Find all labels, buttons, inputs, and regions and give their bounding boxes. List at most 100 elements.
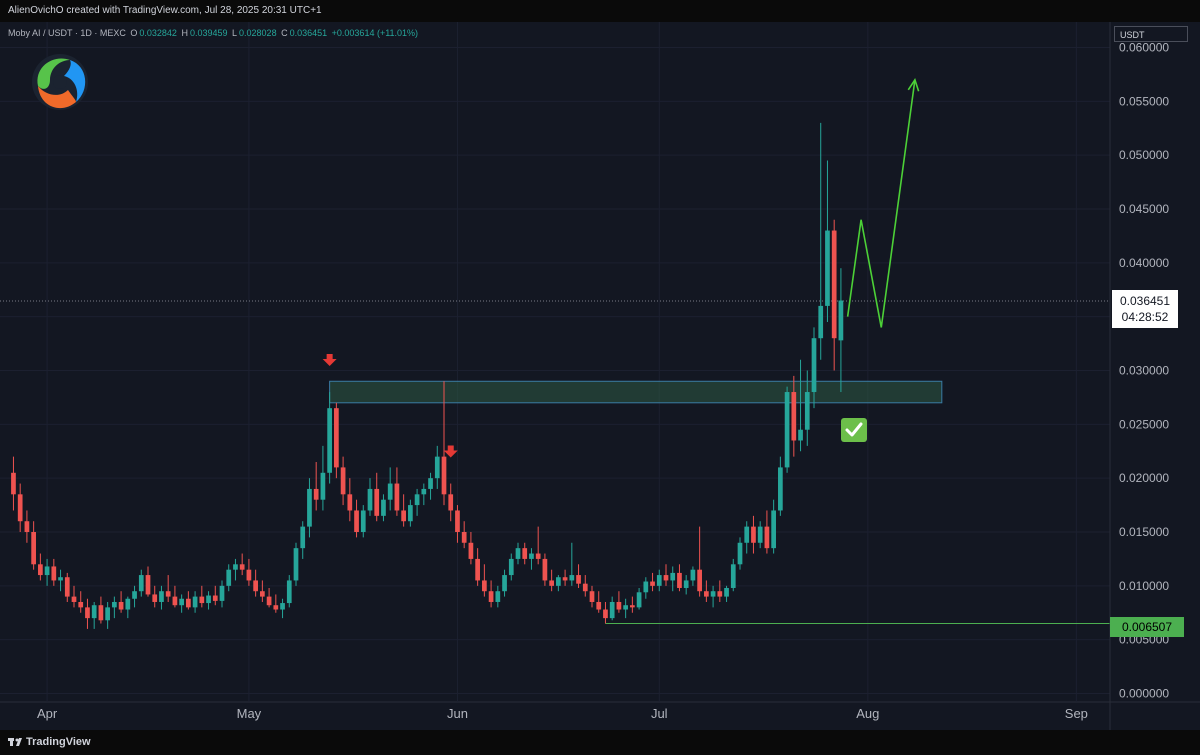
candle (690, 566, 696, 586)
candle-body (132, 591, 137, 599)
candle (145, 566, 151, 597)
candle-body (78, 601, 84, 608)
candle (784, 386, 790, 473)
price-axis[interactable]: 0.060000 0.055000 0.050000 0.045000 0.040000… (1119, 41, 1169, 701)
candle (569, 542, 575, 586)
candle (98, 596, 104, 624)
candle (293, 542, 299, 586)
candle-body (186, 598, 191, 608)
candle (152, 585, 158, 608)
chart-panel[interactable] (0, 22, 1200, 730)
author-credit: AlienOvichO created with TradingView.com… (8, 5, 322, 16)
price-tick-label: 0.040000 (1119, 256, 1169, 270)
open-value: 0.032842 (139, 28, 177, 38)
candle (31, 521, 36, 570)
candle (286, 575, 292, 608)
candle-body (562, 577, 568, 581)
candle-body (811, 338, 817, 393)
candle-body (764, 526, 770, 549)
candle (138, 569, 144, 597)
open-label: O (130, 28, 138, 38)
candle-body (784, 392, 790, 468)
candle-body (206, 595, 211, 604)
candle-body (455, 510, 460, 532)
candle-body (340, 467, 346, 495)
candle (576, 564, 581, 588)
candle-body (360, 510, 366, 532)
candle-body (414, 494, 420, 506)
time-tick-label: Jun (447, 706, 468, 721)
candle (91, 601, 97, 629)
candle (468, 532, 474, 565)
candle (522, 542, 528, 565)
tradingview-brand[interactable]: TradingView (8, 736, 91, 748)
candle-body (266, 596, 272, 606)
support-price-label: 0.006507 (1110, 617, 1184, 637)
candle (428, 472, 433, 500)
candle-body (771, 510, 776, 549)
candle (64, 572, 70, 602)
close-label: C (281, 28, 288, 38)
candle (266, 587, 272, 608)
candle-body (253, 580, 258, 592)
price-tick-label: 0.000000 (1119, 687, 1169, 701)
candle-body (710, 591, 716, 597)
candle (44, 558, 50, 586)
candle-body (51, 566, 57, 581)
candle (683, 575, 689, 595)
candle (643, 577, 649, 599)
candle-body (401, 510, 406, 522)
candle-body (374, 488, 380, 516)
candle (280, 598, 285, 619)
candle (340, 456, 346, 506)
candle (596, 591, 602, 613)
candle-body (159, 591, 164, 602)
low-value: 0.028028 (239, 28, 277, 38)
symbol-title[interactable]: Moby AI / USDT · 1D · MEXC (8, 28, 126, 38)
currency-selector[interactable]: USDT (1114, 26, 1188, 42)
candle (757, 521, 763, 549)
time-tick-label: Apr (37, 706, 58, 721)
checkmark-icon (841, 418, 867, 442)
candle-body (327, 408, 332, 473)
projection-path (846, 79, 916, 328)
candle (51, 558, 57, 586)
candle-body (515, 548, 521, 559)
candle-body (704, 591, 709, 597)
candle-body (64, 577, 70, 597)
resistance-zone[interactable] (329, 380, 943, 404)
candlestick-chart[interactable]: 0.060000 0.055000 0.050000 0.045000 0.040000… (0, 22, 1200, 730)
candle (663, 564, 669, 586)
candle (717, 580, 723, 602)
candle-body (643, 581, 649, 593)
price-tick-label: 0.060000 (1119, 41, 1169, 55)
candle-body (596, 601, 602, 610)
candle-body (616, 601, 622, 610)
candle-body (199, 596, 205, 604)
candle (206, 591, 211, 610)
candle (239, 553, 245, 576)
candle-body (313, 488, 319, 500)
projection-arrow[interactable] (846, 77, 920, 328)
candle (508, 553, 514, 581)
candle (112, 596, 117, 619)
candle (677, 564, 682, 592)
candle (186, 591, 191, 610)
candle (401, 494, 406, 527)
candle (85, 598, 90, 629)
candle-body (791, 392, 797, 441)
candle-body (677, 572, 682, 588)
candle (360, 505, 366, 538)
candle (704, 580, 709, 602)
candle-body (656, 575, 662, 586)
candle (273, 594, 279, 613)
candle-body (381, 499, 386, 516)
candle (542, 553, 548, 586)
time-axis[interactable]: Apr May Jun Jul Aug Sep (37, 706, 1088, 721)
candle-body (569, 575, 575, 581)
candle (233, 558, 238, 581)
candle-body (650, 581, 655, 586)
candle-body (529, 553, 534, 559)
candle-body (307, 488, 312, 527)
candle-body (778, 467, 783, 511)
